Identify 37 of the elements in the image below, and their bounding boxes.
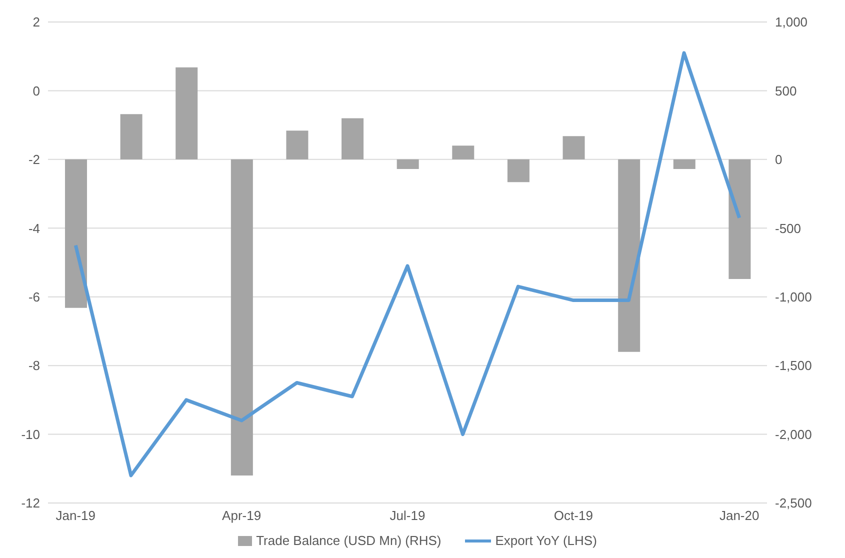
y2-tick-label: -1,000 xyxy=(775,289,812,304)
x-tick-label: Jan-20 xyxy=(719,508,760,524)
y-tick-label: -6 xyxy=(28,289,40,304)
y2-tick-label: -500 xyxy=(775,220,802,236)
y2-tick-label: 1,000 xyxy=(775,14,808,30)
y-tick-label: -2 xyxy=(28,152,40,168)
bar xyxy=(728,159,751,279)
bar xyxy=(673,159,696,170)
bar xyxy=(230,159,253,476)
x-tick-label: Oct-19 xyxy=(554,508,593,524)
legend-label: Export YoY (LHS) xyxy=(495,533,597,548)
bar xyxy=(396,159,419,170)
y-tick-label: -8 xyxy=(28,358,40,374)
y2-tick-label: -2,500 xyxy=(775,496,812,511)
y-tick-label: -4 xyxy=(28,220,40,236)
bar xyxy=(452,146,474,160)
bar xyxy=(562,136,585,160)
x-tick-label: Jan-19 xyxy=(56,508,96,524)
line-series xyxy=(74,51,742,478)
y2-tick-label: -2,000 xyxy=(775,426,812,442)
legend-label: Trade Balance (USD Mn) (RHS) xyxy=(256,533,442,548)
bar xyxy=(618,159,640,352)
y-tick-label: 0 xyxy=(32,83,40,98)
bar xyxy=(286,130,308,160)
y2-tick-label: 0 xyxy=(775,152,782,168)
y-tick-label: -10 xyxy=(21,426,40,442)
bar xyxy=(120,114,142,160)
x-tick-label: Jul-19 xyxy=(390,508,426,524)
y-tick-label: 2 xyxy=(32,14,40,30)
bar xyxy=(342,118,364,160)
bar xyxy=(65,159,87,308)
y2-tick-label: 500 xyxy=(775,83,797,98)
bar xyxy=(176,67,198,160)
bar xyxy=(507,159,530,182)
y2-tick-label: -1,500 xyxy=(775,358,812,374)
y-tick-label: -12 xyxy=(21,496,40,511)
x-tick-label: Apr-19 xyxy=(222,508,262,524)
